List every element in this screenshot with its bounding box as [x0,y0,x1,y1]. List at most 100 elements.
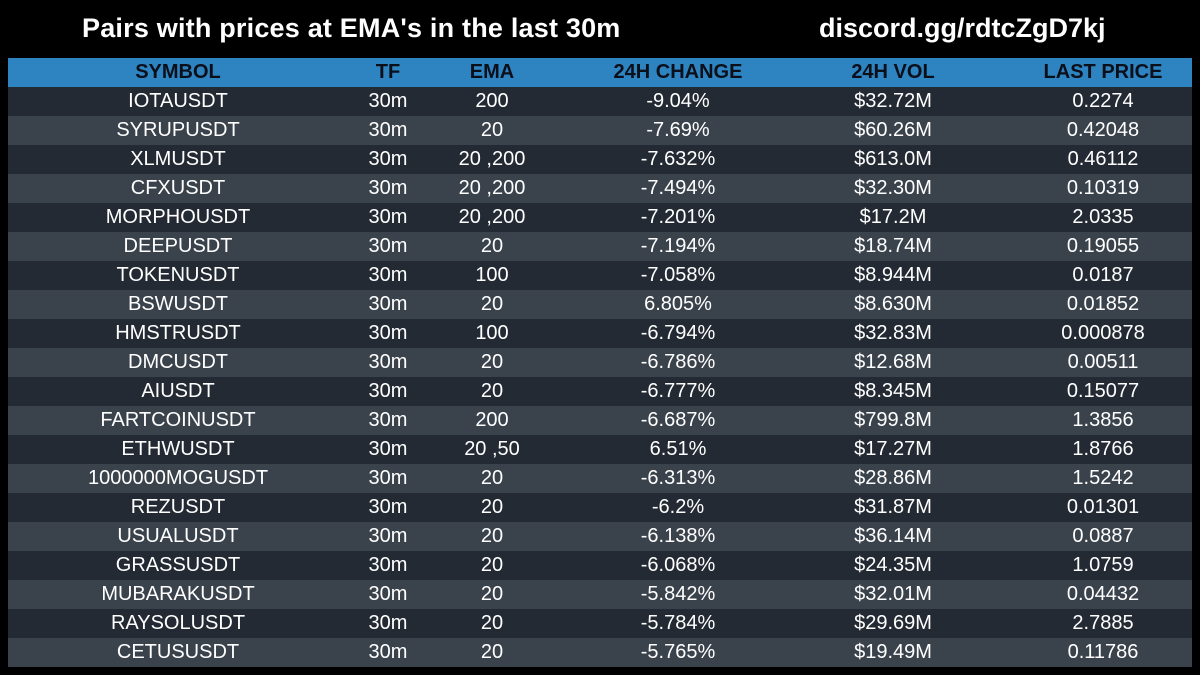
table-row[interactable]: MUBARAKUSDT 30m 20 -5.842% $32.01M 0.04432 [8,580,1192,609]
cell-24h-change: -5.842% [640,583,716,605]
cell-ema: 20 [480,293,504,315]
cell-ema: 20 [480,380,504,402]
cell-24h-change: -7.194% [640,235,716,257]
column-header-tf[interactable]: TF [375,61,401,83]
table-row[interactable]: DEEPUSDT 30m 20 -7.194% $18.74M 0.19055 [8,232,1192,261]
cell-tf: 30m [368,409,408,431]
cell-24h-vol: $32.01M [854,583,932,605]
cell-24h-vol: $24.35M [854,554,932,576]
cell-last-price: 1.5242 [1072,467,1134,489]
cell-ema: 20 ,200 [458,206,526,228]
cell-last-price: 2.0335 [1072,206,1134,228]
cell-last-price: 0.15077 [1066,380,1140,402]
cell-24h-vol: $8.630M [854,293,932,315]
cell-last-price: 1.3856 [1072,409,1134,431]
table-row[interactable]: FARTCOINUSDT 30m 200 -6.687% $799.8M 1.3856 [8,406,1192,435]
cell-24h-vol: $799.8M [854,409,932,431]
table-body: IOTAUSDT 30m 200 -9.04% $32.72M 0.2274 SYRUPUS… [8,87,1192,667]
column-header-ema[interactable]: EMA [469,61,515,83]
cell-24h-change: -7.201% [640,206,716,228]
cell-tf: 30m [368,322,408,344]
cell-ema: 100 [475,264,509,286]
table-row[interactable]: IOTAUSDT 30m 200 -9.04% $32.72M 0.2274 [8,87,1192,116]
cell-last-price: 1.8766 [1072,438,1134,460]
cell-last-price: 1.0759 [1072,554,1134,576]
cell-24h-vol: $18.74M [854,235,932,257]
table-row[interactable]: TOKENUSDT 30m 100 -7.058% $8.944M 0.0187 [8,261,1192,290]
table-row[interactable]: XLMUSDT 30m 20 ,200 -7.632% $613.0M 0.46112 [8,145,1192,174]
table-row[interactable]: USUALUSDT 30m 20 -6.138% $36.14M 0.0887 [8,522,1192,551]
cell-24h-vol: $17.2M [859,206,927,228]
cell-ema: 20 ,50 [464,438,520,460]
cell-24h-vol: $36.14M [854,525,932,547]
cell-tf: 30m [368,496,408,518]
cell-24h-vol: $60.26M [854,119,932,141]
cell-last-price: 0.46112 [1067,148,1139,170]
cell-symbol: CETUSUSDT [116,641,240,663]
cell-last-price: 0.11786 [1067,641,1139,663]
table-row[interactable]: MORPHOUSDT 30m 20 ,200 -7.201% $17.2M 2.0335 [8,203,1192,232]
cell-24h-vol: $17.27M [854,438,932,460]
cell-24h-change: -7.058% [640,264,716,286]
column-header-24h-change[interactable]: 24H CHANGE [613,61,743,83]
cell-symbol: AIUSDT [141,380,215,402]
table-row[interactable]: SYRUPUSDT 30m 20 -7.69% $60.26M 0.42048 [8,116,1192,145]
table-row[interactable]: HMSTRUSDT 30m 100 -6.794% $32.83M 0.000878 [8,319,1192,348]
cell-tf: 30m [368,90,408,112]
cell-ema: 20 [480,496,504,518]
column-header-last-price[interactable]: LAST PRICE [1043,61,1163,83]
discord-link[interactable]: discord.gg/rdtcZgD7kj [819,13,1106,43]
cell-24h-change: -5.765% [640,641,716,663]
cell-24h-vol: $29.69M [854,612,932,634]
cell-last-price: 0.42048 [1066,119,1140,141]
cell-ema: 20 [480,525,504,547]
table-row[interactable]: ETHWUSDT 30m 20 ,50 6.51% $17.27M 1.8766 [8,435,1192,464]
cell-tf: 30m [368,525,408,547]
cell-tf: 30m [368,177,408,199]
cell-24h-change: -6.2% [651,496,705,518]
cell-24h-change: -6.138% [640,525,716,547]
cell-tf: 30m [368,206,408,228]
column-header-symbol[interactable]: SYMBOL [135,61,221,83]
cell-ema: 20 ,200 [458,177,526,199]
table-row[interactable]: 1000000MOGUSDT 30m 20 -6.313% $28.86M 1.5242 [8,464,1192,493]
cell-symbol: SYRUPUSDT [116,119,240,141]
cell-24h-vol: $32.72M [854,90,932,112]
cell-tf: 30m [368,554,408,576]
cell-24h-change: 6.805% [644,293,712,315]
table-row[interactable]: GRASSUSDT 30m 20 -6.068% $24.35M 1.0759 [8,551,1192,580]
cell-24h-vol: $31.87M [854,496,932,518]
cell-symbol: HMSTRUSDT [115,322,241,344]
table-row[interactable]: BSWUSDT 30m 20 6.805% $8.630M 0.01852 [8,290,1192,319]
header: Pairs with prices at EMA's in the last 3… [0,0,1200,58]
cell-tf: 30m [368,612,408,634]
cell-24h-vol: $19.49M [854,641,932,663]
cell-symbol: XLMUSDT [130,148,226,170]
cell-symbol: DMCUSDT [128,351,228,373]
table-row[interactable]: REZUSDT 30m 20 -6.2% $31.87M 0.01301 [8,493,1192,522]
table-header-row: SYMBOL TF EMA 24H CHANGE 24H VOL LAST PR… [8,58,1192,87]
cell-symbol: DEEPUSDT [123,235,233,257]
cell-24h-change: -9.04% [646,90,710,112]
table-row[interactable]: CETUSUSDT 30m 20 -5.765% $19.49M 0.11786 [8,638,1192,667]
cell-ema: 20 ,200 [458,148,526,170]
cell-tf: 30m [368,351,408,373]
cell-ema: 20 [480,612,504,634]
cell-24h-vol: $32.30M [854,177,932,199]
cell-last-price: 0.0187 [1072,264,1134,286]
table-row[interactable]: DMCUSDT 30m 20 -6.786% $12.68M 0.00511 [8,348,1192,377]
cell-symbol: FARTCOINUSDT [100,409,256,431]
page-title: Pairs with prices at EMA's in the last 3… [82,13,621,43]
cell-symbol: MORPHOUSDT [105,206,251,228]
cell-24h-vol: $613.0M [854,148,932,170]
cell-tf: 30m [368,380,408,402]
cell-24h-change: -7.494% [640,177,716,199]
table-row[interactable]: AIUSDT 30m 20 -6.777% $8.345M 0.15077 [8,377,1192,406]
cell-tf: 30m [368,438,408,460]
cell-ema: 20 [480,351,504,373]
cell-tf: 30m [368,235,408,257]
column-header-24h-vol[interactable]: 24H VOL [851,61,935,83]
cell-ema: 20 [480,554,504,576]
table-row[interactable]: CFXUSDT 30m 20 ,200 -7.494% $32.30M 0.10319 [8,174,1192,203]
table-row[interactable]: RAYSOLUSDT 30m 20 -5.784% $29.69M 2.7885 [8,609,1192,638]
